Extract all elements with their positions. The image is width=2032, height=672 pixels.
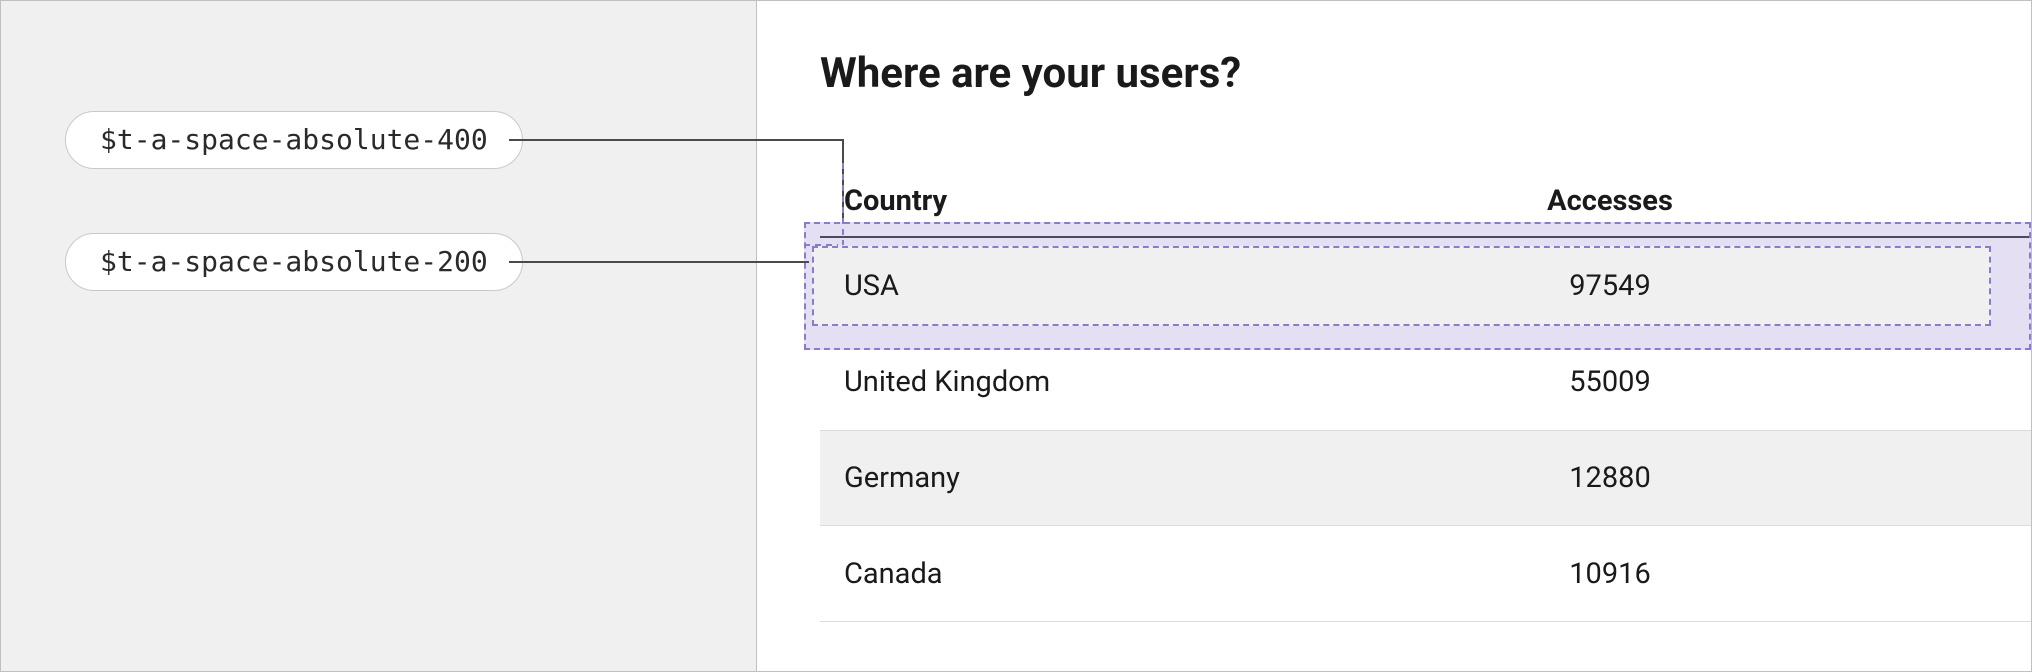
cell-country: United Kingdom xyxy=(820,368,1480,397)
diagram-frame: $t-a-space-absolute-400 $t-a-space-absol… xyxy=(0,0,2032,672)
table-row: United Kingdom 55009 xyxy=(820,334,2031,430)
table-header-row: Country Accesses xyxy=(820,166,2031,238)
cell-accesses: 12880 xyxy=(1480,464,1740,493)
cell-accesses: 97549 xyxy=(1480,272,1740,301)
table-row: Canada 10916 xyxy=(820,526,2031,622)
token-pill-outer: $t-a-space-absolute-400 xyxy=(65,111,523,169)
page-title: Where are your users? xyxy=(820,49,1241,98)
cell-country: Germany xyxy=(820,464,1480,493)
first-row-wrap: USA 97549 xyxy=(820,238,2031,334)
col-header-country: Country xyxy=(820,187,1480,216)
cell-accesses: 10916 xyxy=(1480,560,1740,589)
content-panel: Where are your users? Country Accesses U… xyxy=(758,1,2031,671)
cell-country: Canada xyxy=(820,560,1480,589)
token-pill-inner: $t-a-space-absolute-200 xyxy=(65,233,523,291)
annotation-panel: $t-a-space-absolute-400 $t-a-space-absol… xyxy=(1,1,757,671)
cell-country: USA xyxy=(820,272,1480,301)
table-row: Germany 12880 xyxy=(820,430,2031,526)
table-row: USA 97549 xyxy=(820,238,2031,334)
users-table: Country Accesses USA 97549 United Kingdo… xyxy=(820,166,2031,622)
token-label-inner: $t-a-space-absolute-200 xyxy=(100,245,488,278)
col-header-accesses: Accesses xyxy=(1480,187,1740,216)
cell-accesses: 55009 xyxy=(1480,368,1740,397)
token-label-outer: $t-a-space-absolute-400 xyxy=(100,123,488,156)
